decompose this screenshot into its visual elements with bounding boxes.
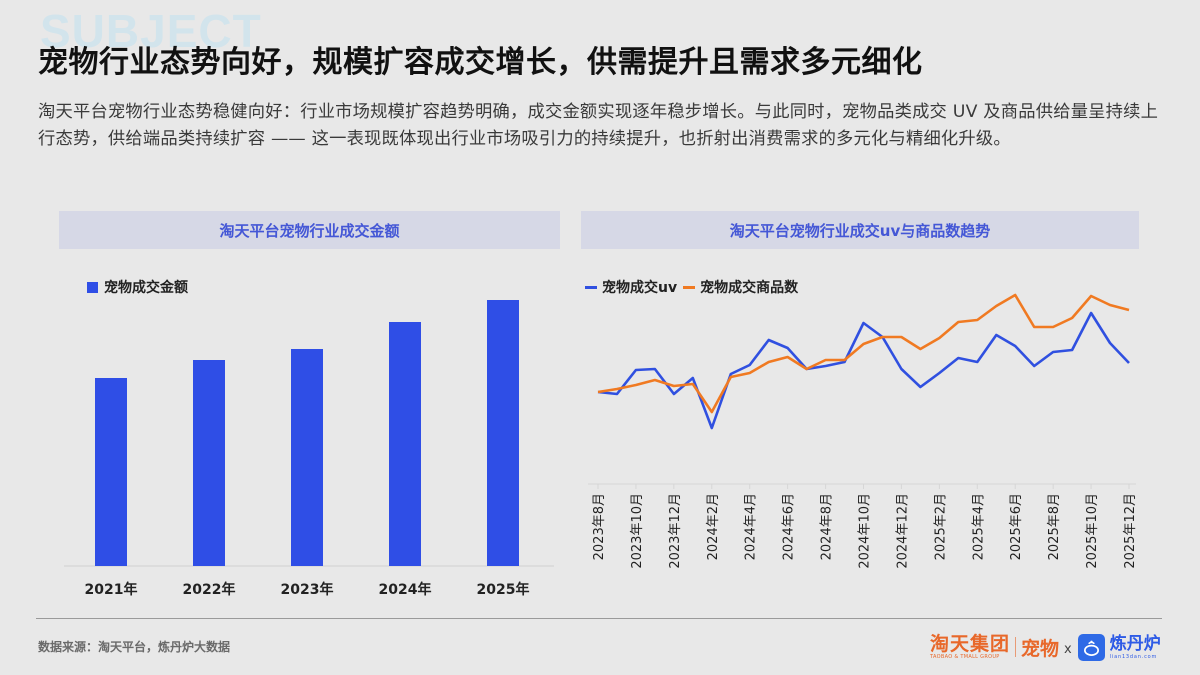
line-chart-header: 淘天平台宠物行业成交uv与商品数趋势 bbox=[581, 211, 1139, 249]
x-tick-label: 2025年 bbox=[477, 581, 530, 598]
legend-label-amount: 宠物成交金额 bbox=[104, 280, 188, 296]
legend-line-icon-uv bbox=[585, 285, 597, 289]
taotian-logo-subtext: TAOBAO & TMALL GROUP bbox=[930, 654, 1000, 660]
logo-cross: x bbox=[1064, 641, 1072, 657]
x-tick-label: 2023年10月 bbox=[630, 493, 645, 569]
description: 淘天平台宠物行业态势稳健向好：行业市场规模扩容趋势明确，成交金额实现逐年稳步增长… bbox=[38, 102, 1159, 149]
bar bbox=[95, 378, 127, 566]
x-tick-label: 2021年 bbox=[85, 581, 138, 598]
footer-divider bbox=[36, 618, 1162, 619]
watermark: SUBJECT bbox=[40, 5, 262, 57]
x-tick-label: 2025年10月 bbox=[1085, 493, 1100, 569]
legend-item-uv: 宠物成交uv bbox=[585, 277, 677, 297]
legend-line-icon-goods bbox=[683, 285, 696, 289]
x-tick-label: 2024年2月 bbox=[706, 493, 721, 560]
x-tick-label: 2023年8月 bbox=[592, 493, 607, 560]
bar-chart-legend: 宠物成交金额 bbox=[87, 277, 188, 297]
x-tick-label: 2024年 bbox=[379, 581, 432, 598]
taotian-logo: 淘天集团 TAOBAO & TMALL GROUP bbox=[930, 634, 1010, 660]
x-tick-label: 2025年2月 bbox=[933, 493, 948, 560]
bar bbox=[193, 360, 225, 566]
legend-label-goods: 宠物成交商品数 bbox=[700, 280, 799, 296]
x-tick-label: 2025年8月 bbox=[1047, 493, 1062, 560]
pet-logo-text: 宠物 bbox=[1021, 637, 1060, 660]
x-tick-label: 2024年8月 bbox=[820, 493, 835, 560]
x-tick-label: 2022年 bbox=[183, 581, 236, 598]
legend-item-goods: 宠物成交商品数 bbox=[683, 277, 798, 297]
bar-chart: 2021年 2022年 2023年 2024年 2025年 bbox=[64, 300, 554, 598]
page-title: 宠物行业态势向好，规模扩容成交增长，供需提升且需求多元细化 bbox=[38, 45, 923, 80]
bar bbox=[291, 349, 323, 566]
legend-square-icon bbox=[87, 281, 98, 293]
x-tick-label: 2024年12月 bbox=[895, 493, 910, 569]
x-tick-label: 2023年12月 bbox=[668, 493, 683, 569]
legend-label-uv: 宠物成交uv bbox=[602, 280, 678, 296]
liandanlu-logo-text: 炼丹炉 bbox=[1109, 633, 1161, 654]
footer-logos: 淘天集团 TAOBAO & TMALL GROUP 宠物 x 炼丹炉 lian1… bbox=[930, 630, 1161, 664]
liandanlu-icon bbox=[1077, 633, 1105, 661]
line-chart-legend: 宠物成交uv 宠物成交商品数 bbox=[585, 277, 804, 297]
uv-line bbox=[597, 311, 1130, 430]
liandanlu-logo: 炼丹炉 lian13dan.com bbox=[1109, 633, 1161, 660]
x-tick-label: 2025年6月 bbox=[1009, 493, 1024, 560]
goods-line bbox=[597, 293, 1130, 414]
x-tick-label: 2024年10月 bbox=[858, 493, 873, 569]
taotian-logo-text: 淘天集团 bbox=[930, 633, 1011, 655]
x-tick-label: 2023年 bbox=[281, 581, 334, 598]
bar-chart-header: 淘天平台宠物行业成交金额 bbox=[59, 211, 560, 249]
x-tick-label: 2025年12月 bbox=[1123, 493, 1138, 569]
line-chart: 2023年8月 2023年10月 2023年12月 2024年2月 2024年4月 202… bbox=[588, 293, 1138, 569]
bar bbox=[487, 300, 519, 566]
x-tick-label: 2024年4月 bbox=[744, 493, 759, 560]
liandanlu-logo-subtext: lian13dan.com bbox=[1109, 653, 1158, 660]
bar bbox=[389, 322, 421, 566]
data-source: 数据来源：淘天平台，炼丹炉大数据 bbox=[38, 640, 231, 654]
x-tick-label: 2025年4月 bbox=[971, 493, 986, 560]
logo-separator bbox=[1015, 637, 1017, 657]
x-tick-label: 2024年6月 bbox=[782, 493, 797, 560]
